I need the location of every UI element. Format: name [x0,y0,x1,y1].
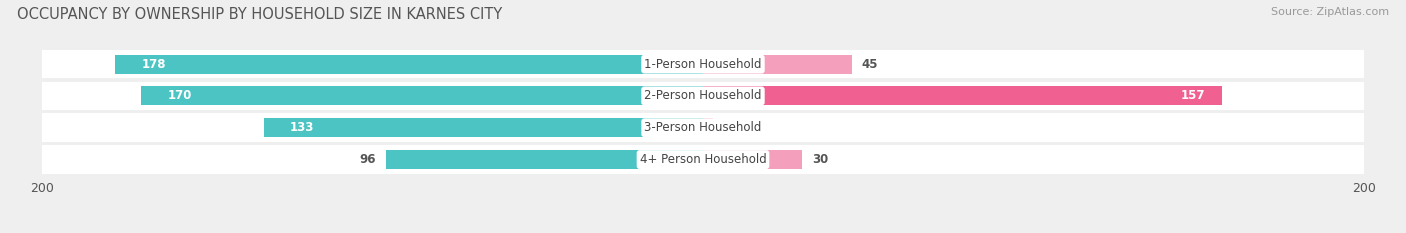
Bar [42,82,1364,110]
Text: Source: ZipAtlas.com: Source: ZipAtlas.com [1271,7,1389,17]
Legend: Owner-occupied, Renter-occupied: Owner-occupied, Renter-occupied [568,229,838,233]
Text: 2-Person Household: 2-Person Household [644,89,762,103]
Bar [42,50,1364,79]
Bar [703,150,801,169]
Bar [703,118,713,137]
Text: 96: 96 [360,153,375,166]
Bar [42,113,1364,142]
Bar [385,150,703,169]
Text: 30: 30 [813,153,828,166]
Text: 45: 45 [862,58,879,71]
Text: 133: 133 [290,121,315,134]
Text: 3-Person Household: 3-Person Household [644,121,762,134]
Bar [141,86,703,106]
Bar [42,145,1364,174]
Bar [703,55,852,74]
Text: 170: 170 [167,89,193,103]
Text: OCCUPANCY BY OWNERSHIP BY HOUSEHOLD SIZE IN KARNES CITY: OCCUPANCY BY OWNERSHIP BY HOUSEHOLD SIZE… [17,7,502,22]
Bar [115,55,703,74]
Bar [703,86,1222,106]
Text: 157: 157 [1181,89,1205,103]
Text: 1-Person Household: 1-Person Household [644,58,762,71]
Text: 3: 3 [723,121,731,134]
Text: 4+ Person Household: 4+ Person Household [640,153,766,166]
Bar [263,118,703,137]
Text: 178: 178 [141,58,166,71]
